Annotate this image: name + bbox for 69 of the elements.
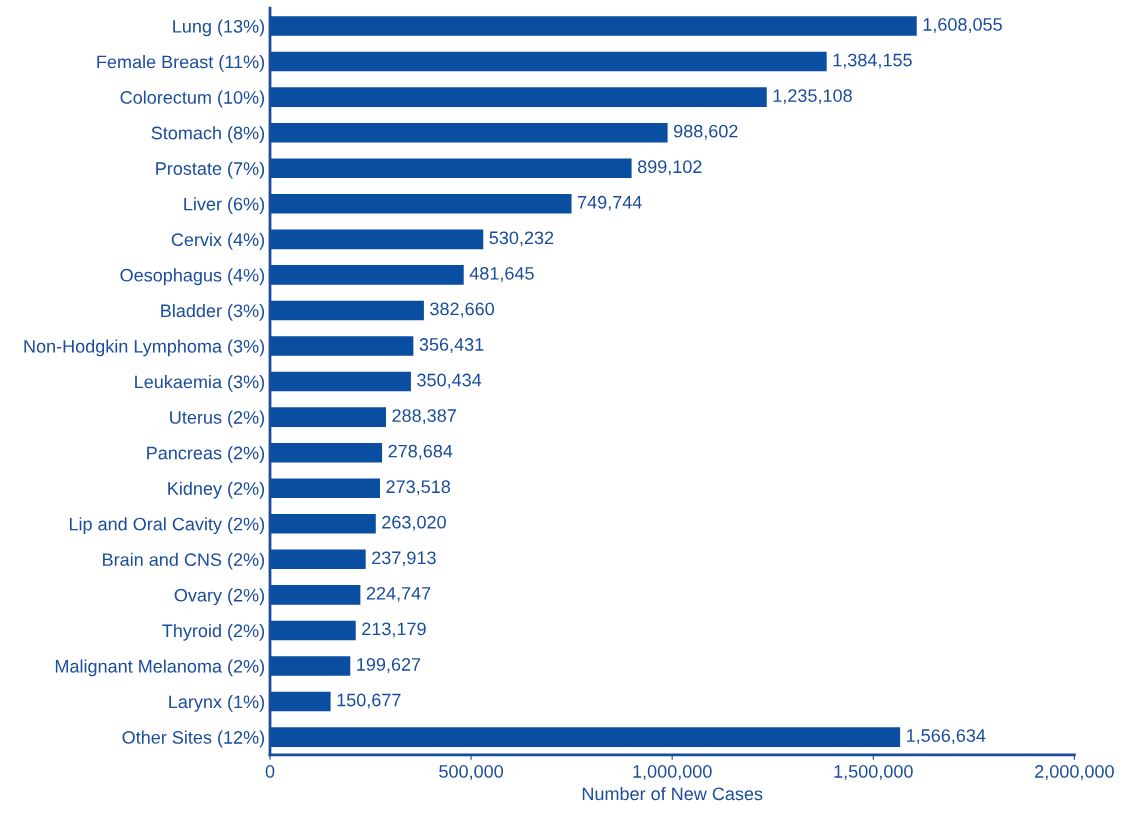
- x-tick-label: 1,000,000: [633, 765, 712, 780]
- bar: [270, 656, 351, 676]
- data-label: 237,913: [372, 551, 436, 567]
- y-tick-label: Bladder (3%): [161, 303, 265, 321]
- y-tick-label: Stomach (8%): [151, 126, 265, 143]
- bar: [270, 300, 424, 321]
- x-tick-label: 500,000: [439, 765, 504, 780]
- data-label: 899,102: [637, 160, 702, 176]
- bar: [270, 194, 572, 214]
- bar: [270, 407, 386, 427]
- y-tick-label: Lung (13%): [173, 19, 265, 37]
- y-tick-label: Prostate (7%): [156, 161, 265, 179]
- y-tick-label: Kidney (2%): [168, 481, 265, 499]
- y-tick-label: Other Sites (12%): [122, 730, 265, 748]
- data-label: 1,384,155: [833, 53, 912, 69]
- x-tick-label: 2,000,000: [1035, 765, 1114, 780]
- data-label: 288,387: [392, 409, 456, 425]
- bar: [270, 478, 381, 498]
- y-tick-label: Larynx (1%): [169, 695, 265, 712]
- y-tick-label: Lip and Oral Cavity (2%): [69, 517, 265, 535]
- bar: [270, 620, 356, 641]
- data-label: 481,645: [469, 266, 534, 282]
- x-axis-title: Number of New Cases: [582, 786, 763, 801]
- data-label: 278,684: [388, 444, 453, 460]
- x-tick-label: 1,500,000: [834, 765, 913, 780]
- y-tick-label: Oesophagus (4%): [120, 268, 265, 286]
- y-tick-label: Non-Hodgkin Lymphoma (3%): [24, 339, 265, 357]
- y-tick-label: Cervix (4%): [171, 232, 265, 250]
- data-label: 1,235,108: [773, 89, 852, 105]
- bar: [270, 727, 901, 747]
- bar: [270, 122, 668, 143]
- data-label: 356,431: [419, 338, 484, 353]
- data-label: 530,232: [489, 231, 554, 247]
- bar: [270, 158, 632, 179]
- data-label: 382,660: [430, 302, 495, 318]
- x-tick-label: 0: [265, 765, 275, 778]
- y-tick-label: Female Breast (11%): [97, 55, 265, 72]
- data-label: 213,179: [362, 622, 426, 638]
- y-tick-label: Uterus (2%): [170, 410, 265, 428]
- data-label: 150,677: [337, 693, 401, 709]
- bar: [270, 87, 767, 107]
- y-tick-label: Thyroid (2%): [162, 623, 265, 641]
- bar: [270, 229, 484, 250]
- data-label: 350,434: [417, 373, 482, 389]
- y-tick-label: Ovary (2%): [174, 588, 265, 606]
- bar: [270, 336, 414, 356]
- y-tick-label: Colorectum (10%): [120, 90, 265, 108]
- data-label: 224,747: [366, 586, 431, 602]
- bar: [270, 691, 331, 712]
- bar: [270, 371, 411, 392]
- bar: [270, 514, 376, 534]
- bar: [270, 549, 366, 570]
- data-label: 1,608,055: [923, 18, 1002, 34]
- bar: [270, 265, 464, 285]
- bar: [270, 442, 383, 463]
- y-tick-label: Malignant Melanoma (2%): [55, 659, 265, 677]
- data-label: 988,602: [674, 124, 738, 140]
- y-tick-label: Pancreas (2%): [147, 446, 265, 463]
- y-tick-label: Leukaemia (3%): [135, 375, 265, 392]
- bar: [270, 16, 917, 36]
- bar: [270, 51, 827, 72]
- data-label: 1,566,634: [907, 729, 986, 745]
- bar: [270, 585, 361, 605]
- y-tick-label: Brain and CNS (2%): [103, 552, 265, 570]
- data-label: 263,020: [382, 515, 446, 531]
- data-label: 749,744: [578, 195, 642, 211]
- data-label: 199,627: [357, 658, 421, 673]
- data-label: 273,518: [386, 480, 451, 496]
- y-tick-label: Liver (6%): [184, 197, 265, 215]
